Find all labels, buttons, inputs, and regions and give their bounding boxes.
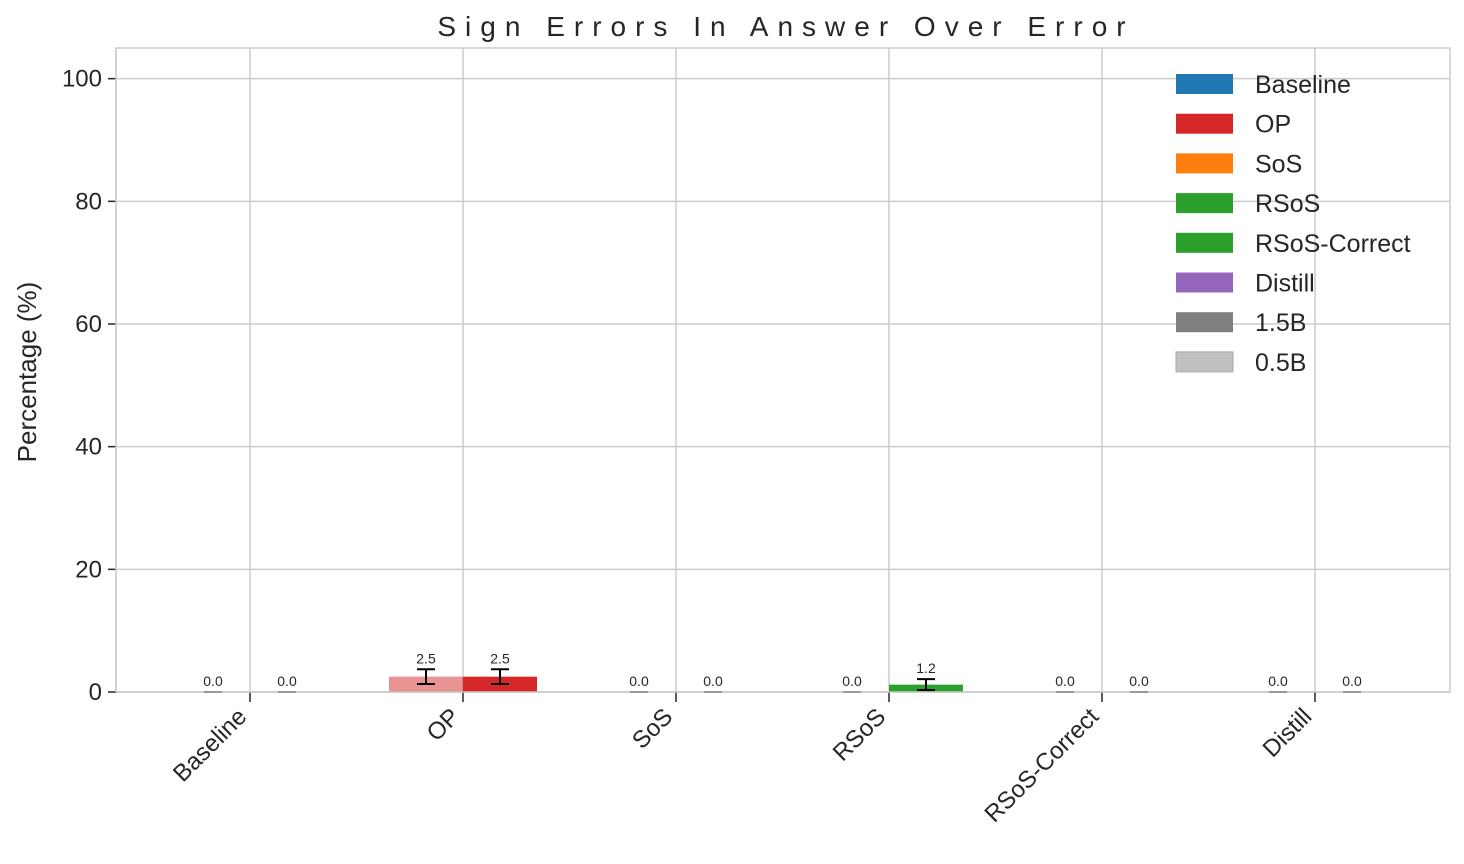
y-tick-label: 20 [75, 556, 102, 583]
data-label: 0.0 [203, 673, 223, 689]
legend: Baseline OP SoS RSoS RSoS-Correct Distill 1.5B… [1175, 71, 1411, 377]
legend-label: RSoS [1255, 190, 1320, 218]
y-tick-label: 80 [75, 188, 102, 215]
data-label: 0.0 [277, 673, 297, 689]
chart-title: Sign Errors In Answer Over Error [437, 11, 1134, 42]
legend-swatch [1176, 74, 1233, 94]
data-label: 0.0 [1055, 673, 1075, 689]
legend-swatch [1176, 272, 1233, 293]
legend-swatch [1175, 351, 1234, 373]
legend-label: RSoS-Correct [1255, 230, 1411, 258]
y-tick-label: 0 [89, 679, 102, 706]
legend-label: SoS [1255, 150, 1302, 178]
data-label: 1.2 [916, 660, 936, 676]
data-label: 2.5 [490, 650, 510, 666]
legend-swatch [1176, 312, 1233, 333]
legend-label: Baseline [1255, 71, 1351, 99]
legend-swatch [1176, 153, 1233, 174]
legend-label: OP [1255, 111, 1291, 139]
legend-swatch [1176, 193, 1233, 214]
y-tick-label: 100 [62, 66, 102, 93]
legend-swatch [1176, 113, 1233, 134]
legend-swatch [1176, 232, 1233, 253]
data-label: 0.0 [1342, 673, 1362, 689]
data-label: 0.0 [629, 673, 649, 689]
y-axis-label: Percentage (%) [12, 282, 42, 463]
legend-label: Distill [1255, 270, 1315, 298]
legend-label: 0.5B [1255, 349, 1306, 377]
y-tick-label: 40 [75, 434, 102, 461]
y-tick-label: 60 [75, 311, 102, 338]
data-label: 0.0 [703, 673, 723, 689]
data-label: 2.5 [416, 650, 436, 666]
data-label: 0.0 [1129, 673, 1149, 689]
data-label: 0.0 [842, 673, 862, 689]
data-label: 0.0 [1268, 673, 1288, 689]
legend-label: 1.5B [1255, 309, 1306, 337]
